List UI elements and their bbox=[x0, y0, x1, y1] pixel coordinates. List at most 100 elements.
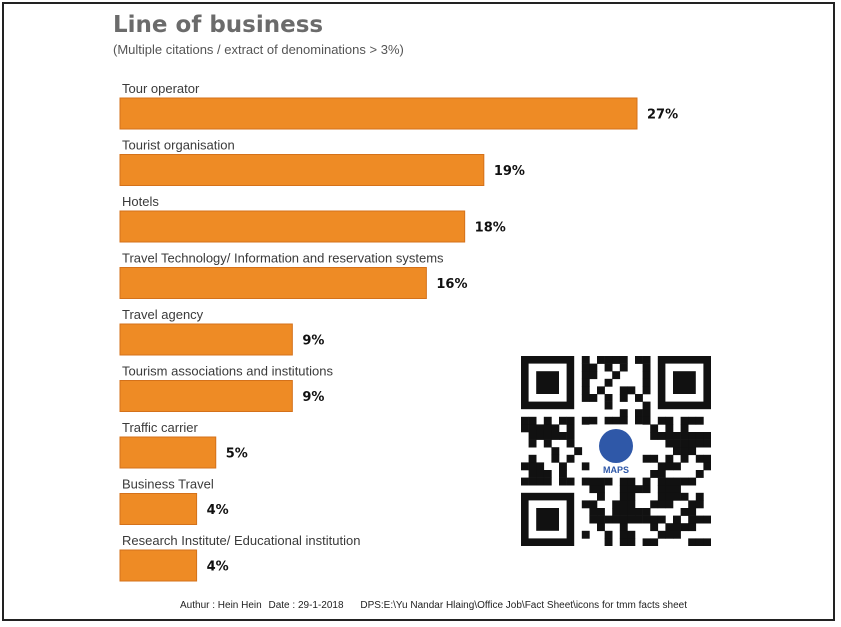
qr-module bbox=[665, 454, 674, 463]
qr-module bbox=[688, 432, 697, 440]
qr-module bbox=[665, 500, 674, 509]
qr-module bbox=[597, 485, 605, 494]
qr-module bbox=[597, 515, 605, 524]
qr-module bbox=[665, 530, 674, 539]
qr-module bbox=[528, 470, 537, 478]
bar bbox=[119, 97, 638, 130]
qr-module bbox=[673, 439, 681, 448]
qr-module bbox=[688, 439, 697, 448]
qr-module bbox=[650, 515, 659, 524]
category-label: Traffic carrier bbox=[122, 420, 199, 435]
qr-module bbox=[604, 378, 613, 387]
qr-module bbox=[665, 432, 674, 440]
footer-date: Date : 29-1-2018 bbox=[268, 600, 344, 611]
qr-module bbox=[680, 508, 689, 516]
qr-module bbox=[635, 515, 643, 524]
qr-module bbox=[536, 462, 545, 471]
qr-module bbox=[680, 454, 689, 463]
qr-module bbox=[612, 508, 621, 516]
qr-module bbox=[665, 416, 674, 425]
qr-module bbox=[688, 477, 697, 486]
qr-module bbox=[673, 485, 681, 494]
qr-module bbox=[619, 394, 628, 402]
category-label: Tourist organisation bbox=[122, 138, 235, 153]
qr-module bbox=[543, 432, 552, 440]
qr-module bbox=[695, 492, 704, 501]
bar bbox=[119, 323, 293, 356]
qr-module bbox=[589, 508, 598, 516]
qr-module bbox=[551, 447, 560, 456]
qr-module bbox=[604, 530, 613, 539]
qr-module bbox=[604, 363, 613, 372]
category-label: Tour operator bbox=[122, 81, 200, 96]
qr-module bbox=[627, 515, 636, 524]
value-label: 4% bbox=[207, 503, 229, 518]
qr-module bbox=[657, 492, 666, 501]
qr-module bbox=[680, 447, 689, 456]
qr-module bbox=[581, 530, 590, 539]
footer-author: Authur : Hein Hein bbox=[180, 600, 262, 611]
qr-module bbox=[635, 394, 643, 402]
qr-module bbox=[543, 477, 552, 486]
qr-module bbox=[695, 538, 704, 546]
qr-module bbox=[642, 378, 651, 387]
qr-module bbox=[695, 416, 704, 425]
qr-module bbox=[627, 485, 636, 494]
qr-module bbox=[551, 432, 560, 440]
bar bbox=[119, 210, 466, 243]
qr-module bbox=[581, 394, 590, 402]
value-label: 4% bbox=[207, 560, 229, 575]
qr-module bbox=[528, 416, 537, 425]
qr-module bbox=[642, 454, 651, 463]
qr-module bbox=[543, 416, 552, 425]
qr-module bbox=[597, 477, 605, 486]
qr-module bbox=[657, 530, 666, 539]
logo-mark bbox=[599, 429, 633, 463]
qr-module bbox=[665, 485, 674, 494]
qr-module bbox=[688, 500, 697, 509]
qr-module bbox=[589, 515, 598, 524]
qr-module bbox=[673, 530, 681, 539]
qr-module bbox=[642, 409, 651, 418]
qr-module bbox=[559, 477, 567, 486]
qr-module bbox=[695, 439, 704, 448]
qr-module bbox=[635, 508, 643, 516]
qr-module bbox=[566, 439, 575, 448]
category-label: Travel Technology/ Information and reser… bbox=[122, 251, 444, 266]
qr-module bbox=[528, 477, 537, 486]
qr-module bbox=[536, 424, 545, 433]
value-label: 27% bbox=[647, 108, 678, 123]
qr-module bbox=[635, 356, 643, 364]
qr-module bbox=[680, 424, 689, 433]
qr-finder-inner bbox=[673, 371, 696, 394]
qr-module bbox=[619, 416, 628, 425]
qr-module bbox=[650, 432, 659, 440]
qr-finder-inner bbox=[536, 508, 559, 531]
qr-module bbox=[536, 432, 545, 440]
qr-module bbox=[642, 538, 651, 546]
qr-module bbox=[559, 432, 567, 440]
qr-module bbox=[528, 454, 537, 463]
qr-module bbox=[688, 515, 697, 524]
qr-module bbox=[657, 500, 666, 509]
qr-module bbox=[619, 515, 628, 524]
qr-module bbox=[688, 508, 697, 516]
qr-module bbox=[627, 530, 636, 539]
qr-module bbox=[604, 416, 613, 425]
qr-module bbox=[657, 432, 666, 440]
qr-module bbox=[581, 386, 590, 395]
qr-module bbox=[680, 432, 689, 440]
qr-module bbox=[642, 508, 651, 516]
chart-frame bbox=[2, 2, 835, 621]
qr-module bbox=[650, 424, 659, 433]
qr-module bbox=[604, 477, 613, 486]
qr-module bbox=[619, 523, 628, 532]
bar bbox=[119, 380, 293, 412]
qr-module bbox=[566, 416, 575, 425]
qr-module bbox=[619, 363, 628, 372]
qr-module bbox=[543, 439, 552, 448]
qr-module bbox=[589, 500, 598, 509]
qr-module bbox=[657, 470, 666, 478]
qr-module bbox=[627, 508, 636, 516]
qr-module bbox=[635, 485, 643, 494]
